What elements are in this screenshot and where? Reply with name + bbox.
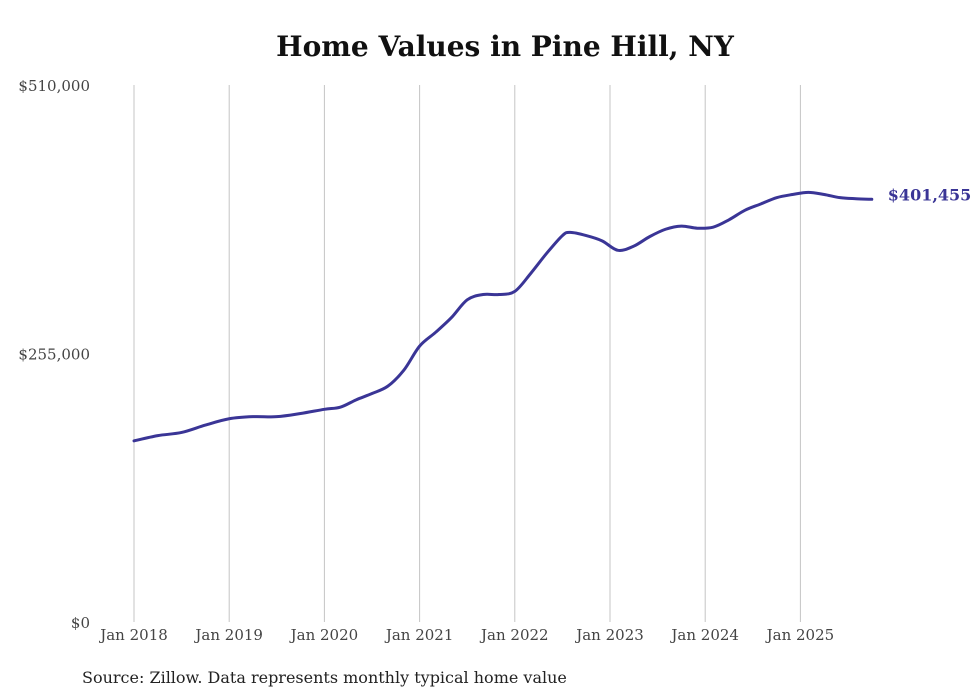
y-tick-label: $0	[71, 614, 90, 632]
series-line-home-value	[132, 190, 874, 443]
y-tick-label: $510,000	[18, 77, 90, 95]
x-tick-label: Jan 2023	[574, 626, 644, 644]
x-tick-label: Jan 2018	[98, 626, 168, 644]
y-tick-label: $255,000	[18, 346, 90, 364]
x-tick-label: Jan 2025	[765, 626, 835, 644]
x-tick-label: Jan 2022	[479, 626, 549, 644]
x-tick-label: Jan 2019	[193, 626, 263, 644]
chart-title: Home Values in Pine Hill, NY	[276, 30, 734, 63]
x-tick-label: Jan 2024	[669, 626, 739, 644]
end-value-label: $401,455	[888, 185, 972, 204]
x-tick-label: Jan 2020	[289, 626, 359, 644]
x-tick-label: Jan 2021	[384, 626, 454, 644]
source-note: Source: Zillow. Data represents monthly …	[82, 668, 567, 687]
